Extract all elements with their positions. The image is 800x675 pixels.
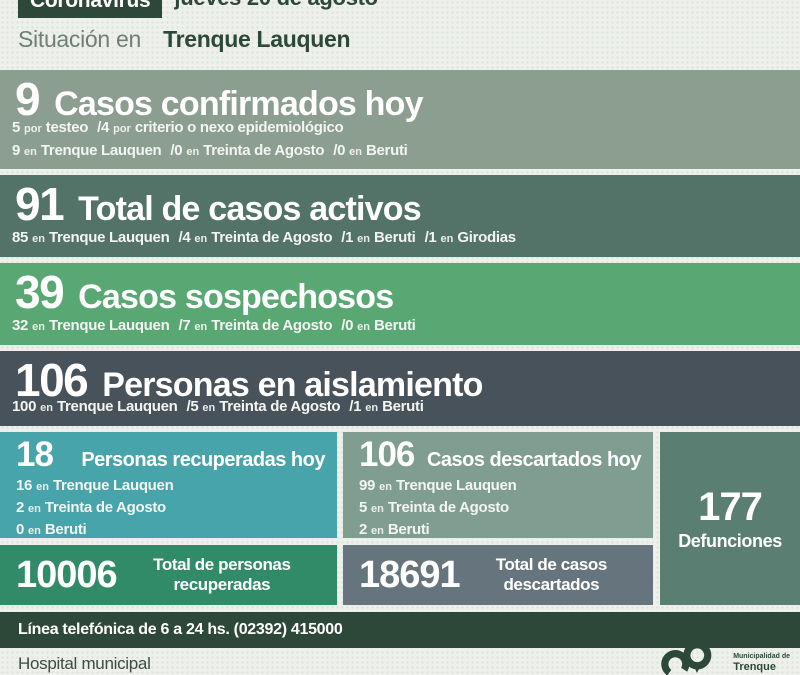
active-cases-title: Total de casos activos (78, 190, 421, 228)
confirmed-cases-details: 5 por testeo/4 por criterio o nexo epidemiol… (12, 117, 792, 163)
suspected-cases-details: 32 en Trenque Lauquen/7 en Treinta de Agosto… (12, 315, 792, 338)
breakdown-item: /0 en Treinta de Agosto (170, 142, 325, 159)
total-recovered-count: 10006 (16, 553, 118, 596)
confirmed-location-breakdown: 9 en Trenque Lauquen/0 en Treinta de Agosto /… (12, 140, 792, 163)
report-date: jueves 20 de agosto (174, 0, 378, 11)
isolation-head: 106 Personas en aislamiento (0, 351, 800, 405)
logo-line1: Municipalidad de (733, 653, 790, 660)
suspected-cases-head: 39 Casos sospechosos (0, 263, 800, 317)
deaths-label: Defunciones (678, 530, 782, 551)
active-cases-bar: 91 Total de casos activos 85 en Trenque La… (0, 175, 800, 257)
suspected-cases-title: Casos sospechosos (78, 278, 394, 316)
confirmed-cases-head: 9 Casos confirmados hoy (0, 70, 800, 124)
isolation-title: Personas en aislamiento (102, 366, 483, 404)
active-cases-details: 85 en Trenque Lauquen/4 en Treinta de Agosto… (12, 227, 792, 250)
breakdown-item: /4 por criterio o nexo epidemiológico (97, 119, 344, 136)
recovered-today-count: 18 (16, 435, 54, 474)
situation-label: Situación en (18, 26, 141, 52)
total-discarded-label: Total de casos descartados (495, 555, 608, 594)
breakdown-item: 16 en Trenque Lauquen (16, 476, 174, 494)
breakdown-item: /1 en Beruti (349, 398, 424, 415)
active-cases-head: 91 Total de casos activos (0, 175, 800, 229)
breakdown-item: /4 en Treinta de Agosto (178, 229, 333, 246)
total-discarded-content: 18691 Total de casos descartados (343, 545, 653, 605)
municipality-logo-text: Municipalidad de Trenque (733, 653, 790, 673)
discarded-today-title: Casos descartados hoy (426, 449, 642, 471)
situation-place: Trenque Lauquen (163, 26, 351, 52)
breakdown-item: /1 en Beruti (341, 229, 416, 246)
breakdown-item: /7 en Treinta de Agosto (178, 317, 333, 334)
recovered-today-head: 18 Personas recuperadas hoy (0, 432, 337, 474)
breakdown-item: /1 en Girodias (424, 229, 517, 246)
header: Coronavirus jueves 20 de agosto (18, 0, 378, 18)
breakdown-item: 2 en Beruti (359, 520, 430, 538)
recovered-today-breakdown: 16 en Trenque Lauquen 2 en Treinta de Agosto 0… (0, 474, 337, 541)
situation-line: Situación en Trenque Lauquen (18, 26, 351, 53)
municipality-logo: Municipalidad de Trenque (661, 641, 790, 675)
breakdown-item: 32 en Trenque Lauquen (12, 317, 170, 334)
discarded-today-breakdown: 99 en Trenque Lauquen 5 en Treinta de Agosto 2… (343, 474, 653, 541)
breakdown-item: 99 en Trenque Lauquen (359, 476, 517, 494)
breakdown-item: 5 por testeo (12, 119, 89, 136)
phone-line-text: Línea telefónica de 6 a 24 hs. (02392) 4… (18, 621, 343, 638)
breakdown-item: 9 en Trenque Lauquen (12, 142, 162, 159)
breakdown-item: /0 en Beruti (333, 142, 408, 159)
suspected-cases-count: 39 (15, 266, 65, 318)
total-recovered-label: Total de personas recuperadas (153, 555, 291, 594)
logo-line2: Trenque (733, 660, 776, 673)
deaths-count: 177 (698, 484, 763, 529)
active-cases-count: 91 (15, 178, 65, 230)
breakdown-item: 85 en Trenque Lauquen (12, 229, 170, 246)
coronavirus-badge-label: Coronavirus (30, 0, 151, 12)
recovered-today-title: Personas recuperadas hoy (81, 449, 325, 471)
breakdown-item: 0 en Beruti (16, 520, 87, 538)
municipality-logo-icon (661, 641, 727, 675)
recovered-today-panel: 18 Personas recuperadas hoy 16 en Trenque … (0, 432, 337, 538)
suspected-cases-bar: 39 Casos sospechosos 32 en Trenque Lauquen… (0, 263, 800, 345)
isolation-details: 100 en Trenque Lauquen/5 en Treinta de Agost… (12, 396, 792, 419)
breakdown-item: 100 en Trenque Lauquen (12, 398, 178, 415)
breakdown-item: /5 en Treinta de Agosto (186, 398, 341, 415)
isolation-location-breakdown: 100 en Trenque Lauquen/5 en Treinta de Agost… (12, 396, 792, 419)
active-location-breakdown: 85 en Trenque Lauquen/4 en Treinta de Agosto… (12, 227, 792, 250)
suspected-location-breakdown: 32 en Trenque Lauquen/7 en Treinta de Agosto… (12, 315, 792, 338)
phone-line-bar: Línea telefónica de 6 a 24 hs. (02392) 4… (0, 612, 800, 648)
total-recovered-content: 10006 Total de personas recuperadas (0, 545, 337, 605)
deaths-panel: 177 Defunciones (660, 432, 800, 605)
isolation-count: 106 (15, 354, 89, 406)
confirmed-method-breakdown: 5 por testeo/4 por criterio o nexo epidemiol… (12, 117, 792, 140)
breakdown-item: 5 en Treinta de Agosto (359, 498, 509, 516)
discarded-today-count: 106 (359, 435, 415, 474)
coronavirus-badge: Coronavirus (18, 0, 163, 18)
total-discarded-count: 18691 (359, 553, 461, 596)
confirmed-cases-title: Casos confirmados hoy (54, 85, 423, 123)
discarded-today-head: 106 Casos descartados hoy (343, 432, 653, 474)
breakdown-item: /0 en Beruti (341, 317, 416, 334)
isolation-bar: 106 Personas en aislamiento 100 en Trenque… (0, 351, 800, 426)
total-discarded-panel: 18691 Total de casos descartados (343, 545, 653, 605)
discarded-today-panel: 106 Casos descartados hoy 99 en Trenque La… (343, 432, 653, 538)
total-recovered-panel: 10006 Total de personas recuperadas (0, 545, 337, 605)
hospital-label: Hospital municipal (18, 654, 151, 673)
breakdown-item: 2 en Treinta de Agosto (16, 498, 166, 516)
confirmed-cases-count: 9 (15, 73, 41, 125)
confirmed-cases-bar: 9 Casos confirmados hoy 5 por testeo/4 por c… (0, 70, 800, 169)
